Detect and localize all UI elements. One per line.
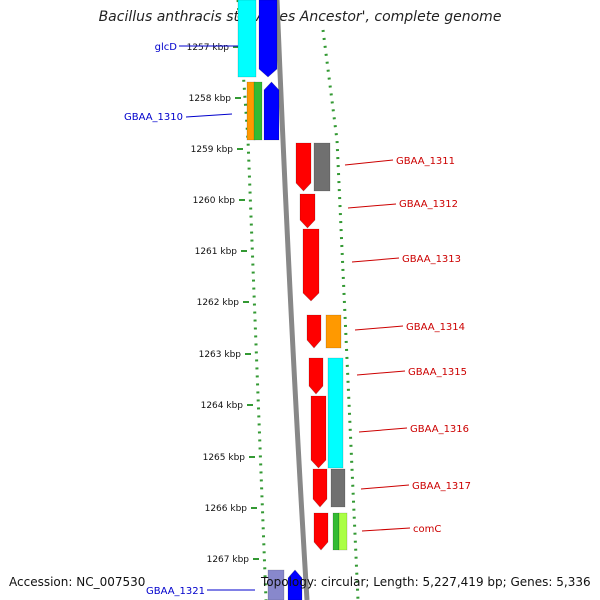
gene-block-orange[interactable] (325, 314, 342, 349)
gene-block-gray[interactable] (313, 142, 331, 192)
feature-label[interactable]: GBAA_1313 (402, 254, 461, 265)
feature-label[interactable]: GBAA_1317 (412, 481, 471, 492)
leader-line (360, 484, 410, 490)
tick-label: 1263 kbp (199, 350, 242, 360)
leader-line (347, 203, 397, 209)
gene-block-green[interactable] (253, 81, 263, 141)
genome-backbone (274, 0, 310, 600)
accession-label: Accession: NC_007530 (9, 575, 146, 589)
feature-label[interactable]: GBAA_1311 (396, 156, 455, 167)
genome-title: Bacillus anthracis str. 'Ames Ancestor',… (98, 9, 502, 25)
gene-block-blue[interactable] (258, 0, 278, 78)
tick-label: 1264 kbp (201, 401, 244, 411)
tick-label: 1261 kbp (195, 247, 238, 257)
gene-block-red[interactable] (299, 193, 316, 229)
gene-block-red[interactable] (312, 468, 328, 508)
feature-label[interactable]: GBAA_1310 (124, 112, 183, 123)
tick-label: 1265 kbp (203, 453, 246, 463)
gene-block-red[interactable] (308, 357, 324, 395)
feature-label[interactable]: GBAA_1316 (410, 424, 469, 435)
topology-label: Topology: circular; Length: 5,227,419 bp… (261, 575, 591, 589)
tick-label: 1267 kbp (207, 555, 250, 565)
feature-label[interactable]: GBAA_1312 (399, 199, 458, 210)
gene-block-red[interactable] (306, 314, 322, 349)
feature-label[interactable]: GBAA_1314 (406, 322, 465, 333)
feature-label[interactable]: comC (413, 524, 441, 535)
leader-line (351, 257, 400, 263)
leader-line (344, 159, 394, 166)
tick-label: 1257 kbp (187, 43, 230, 53)
feature-label[interactable]: GBAA_1315 (408, 367, 467, 378)
gene-block-cyan[interactable] (327, 357, 344, 469)
leader-line (354, 325, 404, 331)
gene-block-blue[interactable] (287, 569, 303, 600)
gene-block-red[interactable] (313, 512, 329, 551)
tick-label: 1262 kbp (197, 298, 240, 308)
feature-label[interactable]: glcD (155, 42, 178, 53)
gene-block-lavender[interactable] (267, 569, 285, 600)
tick-label: 1259 kbp (191, 145, 234, 155)
tick-label: 1260 kbp (193, 196, 236, 206)
gene-block-green[interactable] (332, 512, 340, 551)
gene-block-red[interactable] (295, 142, 312, 192)
leader-line (185, 113, 233, 118)
gene-block-cyan[interactable] (237, 0, 257, 78)
leader-line (358, 427, 408, 433)
tick-label: 1266 kbp (205, 504, 248, 514)
feature-label[interactable]: GBAA_1321 (146, 586, 205, 597)
leader-line (356, 370, 406, 376)
gene-block-red[interactable] (302, 228, 320, 302)
tick-label: 1258 kbp (189, 94, 232, 104)
gene-block-red[interactable] (310, 395, 327, 469)
gene-block-blue[interactable] (263, 81, 280, 141)
gene-block-lime[interactable] (338, 512, 348, 551)
ruler-dots-right (321, 29, 360, 600)
leader-line (361, 527, 411, 532)
gene-block-gray[interactable] (330, 468, 346, 508)
